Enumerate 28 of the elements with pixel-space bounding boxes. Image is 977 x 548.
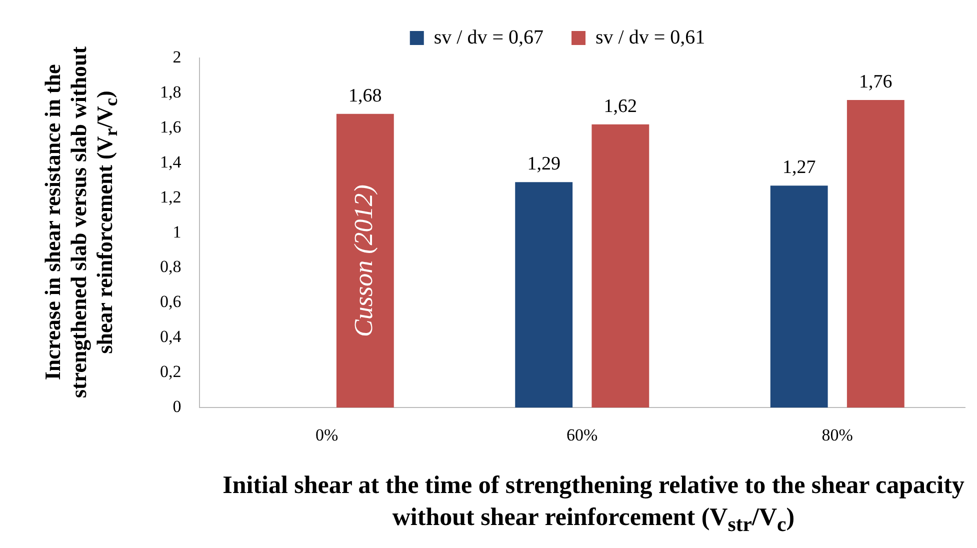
y-tick-label: 1,4 bbox=[160, 152, 182, 172]
y-tick-label: 0,6 bbox=[160, 292, 182, 312]
y-tick-label: 0 bbox=[172, 397, 182, 416]
y-tick-label: 1,2 bbox=[160, 187, 182, 206]
bar bbox=[770, 186, 828, 408]
y-tick-label: 0,2 bbox=[160, 362, 182, 382]
legend-label: sv / dv = 0,61 bbox=[596, 26, 706, 48]
y-tick-label: 1 bbox=[172, 222, 182, 242]
x-tick-label: 0% bbox=[316, 425, 338, 444]
data-label: 1,76 bbox=[859, 71, 892, 92]
x-axis-title: Initial shear at the time of strengthening relative to the shear capacity without shear reinforcement (V$_{str}$/V$_{c}$) bbox=[222, 471, 966, 538]
data-label: 1,62 bbox=[604, 96, 638, 117]
x-tick-label: 80% bbox=[822, 425, 853, 444]
y-tick-label: 1,6 bbox=[160, 117, 182, 136]
y-tick-label: 0,4 bbox=[160, 327, 182, 346]
bar bbox=[592, 124, 650, 408]
x-tick-label: 60% bbox=[566, 425, 598, 444]
data-label: 1,29 bbox=[527, 154, 560, 175]
y-tick-label: 2 bbox=[172, 47, 182, 66]
bar bbox=[515, 182, 573, 408]
legend-label: sv / dv = 0,67 bbox=[434, 26, 544, 48]
y-tick-label: 0,8 bbox=[160, 257, 182, 276]
data-label: 1,27 bbox=[782, 157, 816, 178]
bar bbox=[336, 114, 394, 408]
data-label: 1,68 bbox=[348, 85, 382, 106]
y-tick-label: 1,8 bbox=[160, 82, 182, 102]
annotation: Cusson (2012) bbox=[348, 184, 378, 337]
bar bbox=[846, 100, 904, 408]
